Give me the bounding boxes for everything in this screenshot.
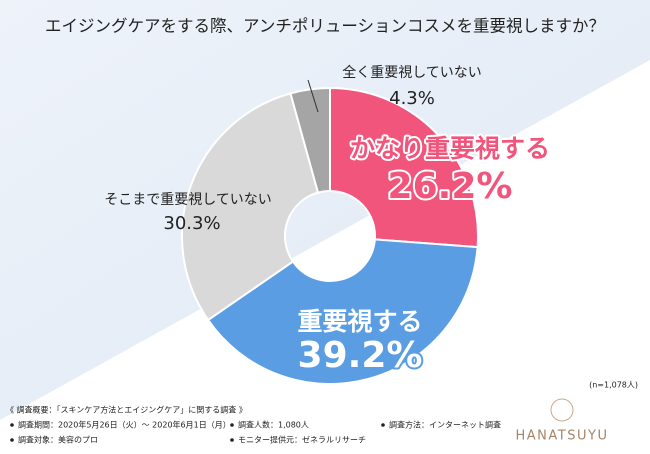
survey-item: 調査人数：1,080人 <box>238 420 309 430</box>
brand-logo <box>550 398 574 422</box>
survey-item: 調査対象：美容のプロ <box>18 435 98 445</box>
background-band <box>0 0 650 420</box>
chart-title: エイジングケアをする際、アンチポリューションコスメを重要視しますか？ <box>45 17 605 36</box>
bullet <box>230 423 234 427</box>
slice <box>181 92 320 322</box>
bullet <box>230 438 234 442</box>
slice <box>289 86 331 194</box>
survey-item: モニター提供元：ゼネラルリサーチ <box>238 435 366 445</box>
survey-item: 調査方法：インターネット調査 <box>389 420 501 430</box>
slice-label: そこまで重要視していない <box>104 192 272 208</box>
slice-label: 重要視する <box>297 307 422 336</box>
value-label: 39.2% <box>298 335 423 376</box>
slice-label: かなり重要視する <box>350 134 550 163</box>
sample-note: (n=1,078人) <box>589 381 638 390</box>
pie <box>181 86 479 385</box>
survey-item: 調査期間：2020年5月26日（火）～ 2020年6月1日（月） <box>18 420 231 430</box>
brand: HANATSUYU <box>516 429 609 444</box>
bullet <box>381 423 385 427</box>
value-label: 4.3% <box>389 88 435 109</box>
value-label: 26.2% <box>388 166 513 207</box>
value-label: 30.3% <box>163 213 220 234</box>
slice-label: 全く重要視していない <box>342 64 482 81</box>
leader-line <box>307 79 319 113</box>
slice <box>206 238 479 385</box>
survey-heading: 《 調査概要：「スキンケア方法とエイジングケア」に関する調査 》 <box>6 405 247 415</box>
slice <box>329 86 479 249</box>
bullet <box>10 423 14 427</box>
bullet <box>10 438 14 442</box>
